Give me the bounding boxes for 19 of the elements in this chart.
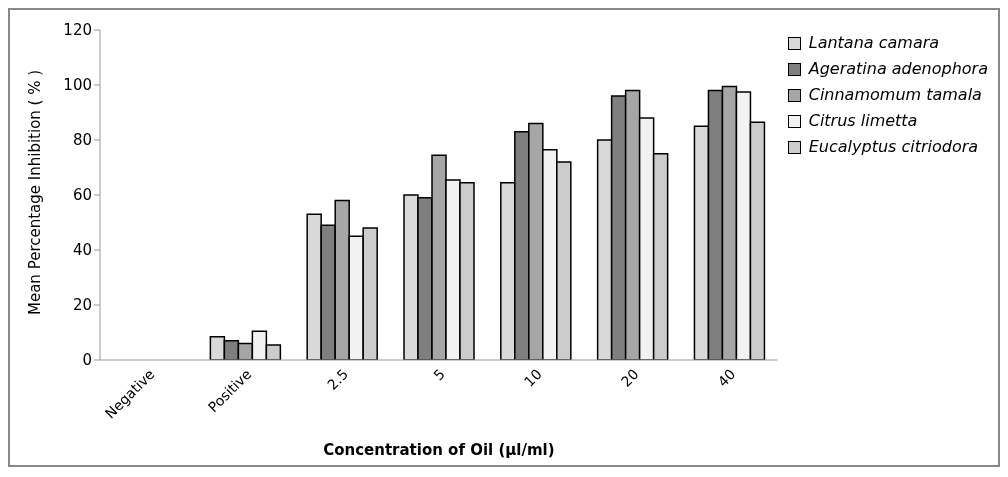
y-tick-label: 20 (72, 296, 92, 315)
x-tick-label: 2.5 (324, 365, 352, 393)
y-tick-label: 60 (72, 186, 92, 205)
x-tick-label: 20 (617, 365, 642, 390)
legend-label: Ageratina adenophora (808, 58, 988, 80)
legend-label: Cinnamomum tamala (808, 84, 982, 106)
legend-label: Eucalyptus citriodora (808, 136, 979, 158)
y-tick-label: 40 (72, 241, 92, 260)
y-tick-label: 80 (72, 131, 92, 150)
legend-label: Citrus limetta (808, 110, 918, 132)
x-tick-label: 10 (520, 365, 545, 390)
x-tick-label: 5 (430, 365, 449, 384)
y-tick-label: 120 (63, 21, 92, 40)
x-tick-label: 40 (714, 365, 739, 390)
y-axis-title: Mean Percentage Inhibition ( % ) (26, 69, 45, 315)
y-tick-label: 0 (82, 351, 92, 370)
legend-label: Lantana camara (808, 32, 940, 54)
y-tick-label: 100 (63, 76, 92, 95)
x-axis-title: Concentration of Oil (µl/ml) (323, 441, 555, 459)
